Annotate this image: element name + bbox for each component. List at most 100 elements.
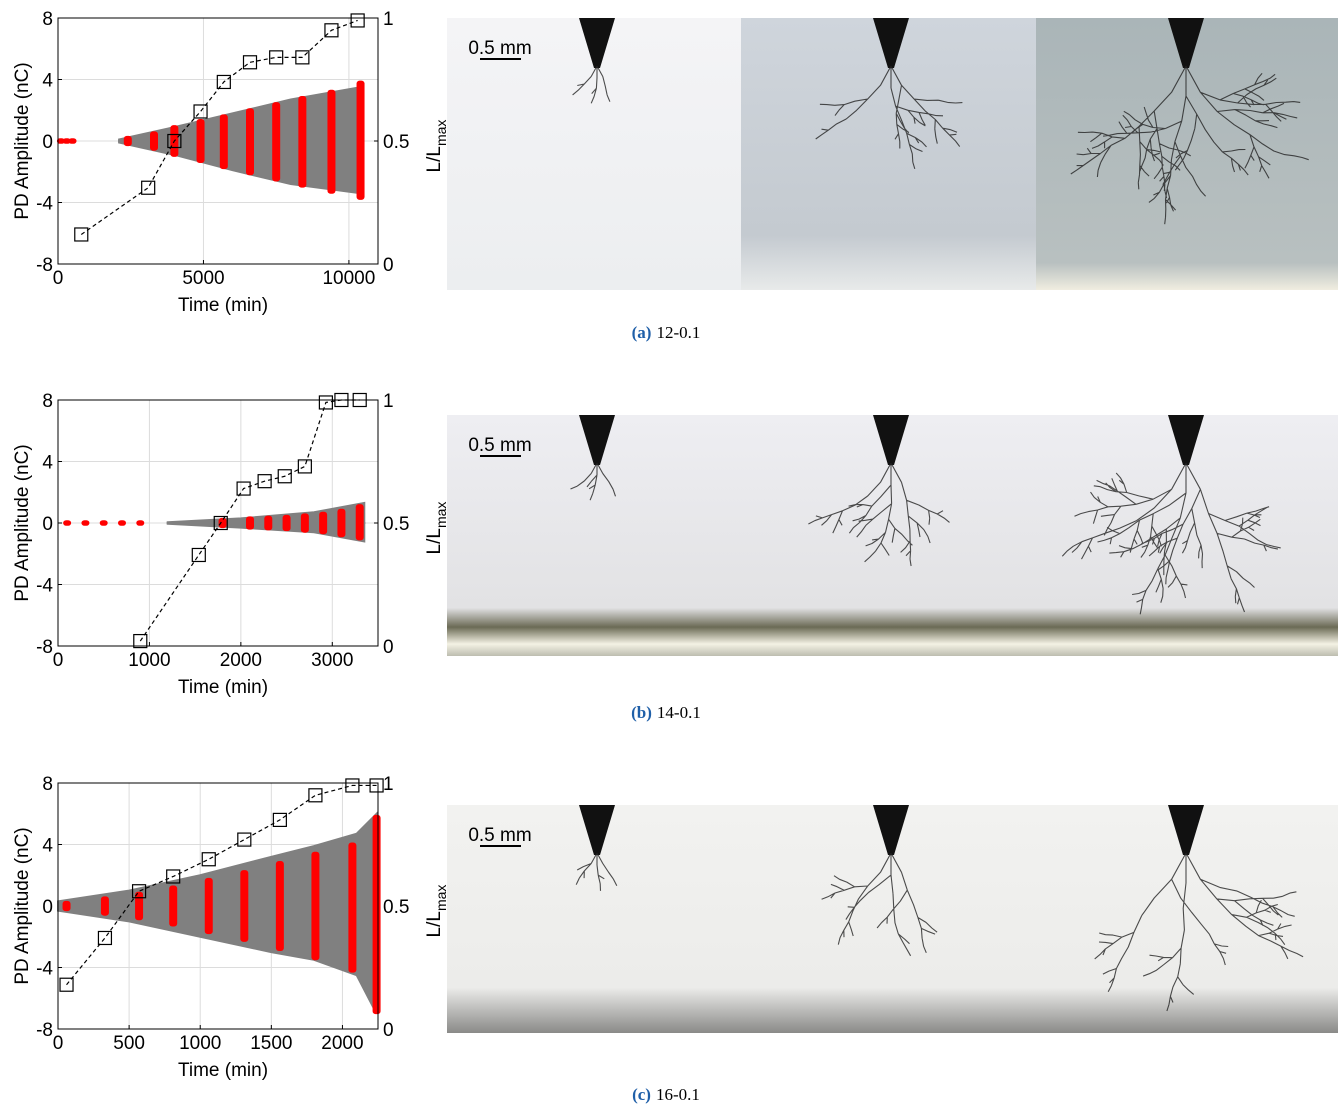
pd-pulse (311, 851, 320, 961)
y2-tick-label: 1 (383, 9, 394, 30)
length-marker (350, 13, 365, 28)
tree-channel (815, 65, 963, 170)
caption-text: 16-0.1 (656, 1085, 700, 1104)
caption: (a) 12-0.1 (632, 323, 701, 342)
axes-frame (57, 17, 379, 265)
y-tick-label: -4 (36, 194, 53, 215)
y2-label-text: L/L (424, 528, 445, 554)
tree-channel (1094, 852, 1304, 1012)
y-tick-label: 8 (42, 774, 53, 795)
needle (1168, 415, 1204, 465)
y-tick-label: 4 (42, 453, 53, 474)
length-marker (369, 778, 384, 793)
x-tick-label: 0 (53, 1033, 64, 1054)
needle (579, 805, 615, 855)
pd-pulse (327, 89, 336, 194)
x-axis-label: Time (min) (178, 677, 268, 698)
pd-pulse (356, 80, 365, 200)
y-tick-label: -8 (36, 1020, 53, 1041)
y2-tick-label: 0.5 (383, 514, 409, 535)
pd-pulse (246, 108, 254, 176)
scale-bar-label: 0.5 mm (468, 435, 531, 456)
y-axis-label: PD Amplitude (nC) (12, 62, 33, 219)
length-marker (131, 884, 147, 899)
length-marker (295, 50, 310, 65)
length-marker (167, 133, 182, 149)
length-marker (242, 55, 258, 70)
length-marker (272, 812, 287, 828)
pd-pulse (136, 520, 145, 526)
scale-bar-label: 0.5 mm (468, 825, 531, 846)
length-marker (166, 869, 181, 884)
y2-label-subscript: max (433, 502, 449, 528)
x-tick-label: 1000 (179, 1033, 221, 1054)
pd-pulse (264, 515, 273, 531)
pd-pulse (150, 131, 158, 151)
pd-pulse (355, 504, 364, 541)
x-tick-label: 0 (53, 650, 64, 671)
x-tick-label: 5000 (182, 268, 224, 289)
caption-text: 14-0.1 (657, 703, 701, 722)
x-axis-label: Time (min) (178, 1060, 268, 1081)
length-marker (297, 459, 312, 474)
y-axis-label: PD Amplitude (nC) (12, 444, 33, 601)
pd-pulse (319, 511, 328, 535)
y-tick-label: 4 (42, 71, 53, 92)
tree-channel (570, 462, 617, 501)
needle (873, 805, 909, 855)
x-axis-label: Time (min) (178, 295, 268, 316)
y2-tick-label: 0.5 (383, 132, 409, 153)
length-marker (97, 930, 113, 946)
length-marker (257, 474, 272, 489)
length-marker (59, 977, 74, 992)
length-line (80, 19, 358, 235)
y2-tick-label: 0 (383, 255, 394, 276)
length-marker (133, 633, 148, 649)
length-marker (193, 104, 208, 119)
pd-pulse (62, 900, 71, 912)
tree-channel (572, 65, 611, 104)
y2-tick-label: 0 (383, 1020, 394, 1041)
needle (1168, 18, 1204, 68)
needle (579, 415, 615, 465)
y2-axis-label: L/Lmax (424, 502, 449, 555)
caption: (c) 16-0.1 (632, 1085, 700, 1104)
needle (579, 18, 615, 68)
y-axis-label: PD Amplitude (nC) (12, 827, 33, 984)
x-tick-label: 1000 (128, 650, 170, 671)
y-tick-label: -8 (36, 255, 53, 276)
length-marker (236, 481, 251, 496)
length-marker (213, 515, 228, 531)
pd-pulse (63, 520, 72, 526)
y-tick-label: 4 (42, 836, 53, 857)
x-tick-label: 1500 (250, 1033, 292, 1054)
y-tick-label: 0 (42, 132, 53, 153)
pd-pulse (99, 520, 108, 526)
pd-pulse (196, 119, 205, 163)
y2-tick-label: 0.5 (383, 897, 409, 918)
caption-text: 12-0.1 (656, 323, 700, 342)
pd-pulse (272, 102, 281, 182)
x-tick-label: 0 (53, 268, 64, 289)
pd-pulse (219, 114, 228, 170)
y2-tick-label: 1 (383, 774, 394, 795)
y2-axis-label: L/Lmax (424, 885, 449, 938)
length-marker (74, 227, 89, 242)
caption: (b) 14-0.1 (631, 703, 701, 722)
y2-tick-label: 0 (383, 637, 394, 658)
y-tick-label: 0 (42, 897, 53, 918)
length-marker (269, 50, 284, 65)
x-tick-label: 3000 (311, 650, 353, 671)
needle (873, 415, 909, 465)
pd-envelope (57, 905, 378, 1015)
pd-pulse (282, 514, 291, 532)
pd-pulse (62, 138, 71, 144)
length-marker (318, 395, 333, 410)
x-tick-label: 10000 (322, 268, 375, 289)
length-marker (201, 852, 216, 867)
pd-pulse (300, 513, 309, 533)
scale-bar-label: 0.5 mm (468, 38, 531, 59)
length-marker (141, 180, 156, 195)
length-marker (191, 547, 206, 563)
